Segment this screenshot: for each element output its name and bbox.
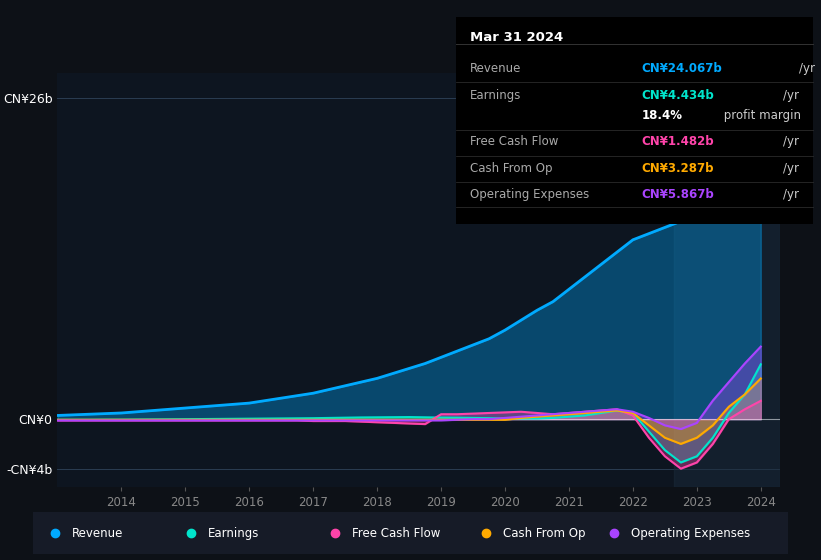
Text: Mar 31 2024: Mar 31 2024 [470, 31, 563, 44]
Text: Earnings: Earnings [470, 89, 521, 102]
Text: Earnings: Earnings [208, 527, 259, 540]
Text: Free Cash Flow: Free Cash Flow [351, 527, 440, 540]
Text: Cash From Op: Cash From Op [502, 527, 585, 540]
Text: CN¥3.287b: CN¥3.287b [641, 161, 714, 175]
Text: /yr: /yr [782, 161, 799, 175]
Text: 18.4%: 18.4% [641, 109, 682, 122]
Text: /yr: /yr [782, 89, 799, 102]
Text: CN¥1.482b: CN¥1.482b [641, 134, 714, 148]
Text: /yr: /yr [782, 189, 799, 202]
Text: Operating Expenses: Operating Expenses [631, 527, 750, 540]
Text: CN¥5.867b: CN¥5.867b [641, 189, 714, 202]
Text: /yr: /yr [782, 134, 799, 148]
Text: profit margin: profit margin [720, 109, 801, 122]
Text: Revenue: Revenue [72, 527, 123, 540]
Text: Revenue: Revenue [470, 62, 521, 75]
Bar [675, 73, 780, 487]
Text: CN¥4.434b: CN¥4.434b [641, 89, 714, 102]
Text: /yr: /yr [799, 62, 814, 75]
Text: Free Cash Flow: Free Cash Flow [470, 134, 558, 148]
Text: Cash From Op: Cash From Op [470, 161, 553, 175]
Text: Operating Expenses: Operating Expenses [470, 189, 589, 202]
Text: CN¥24.067b: CN¥24.067b [641, 62, 722, 75]
